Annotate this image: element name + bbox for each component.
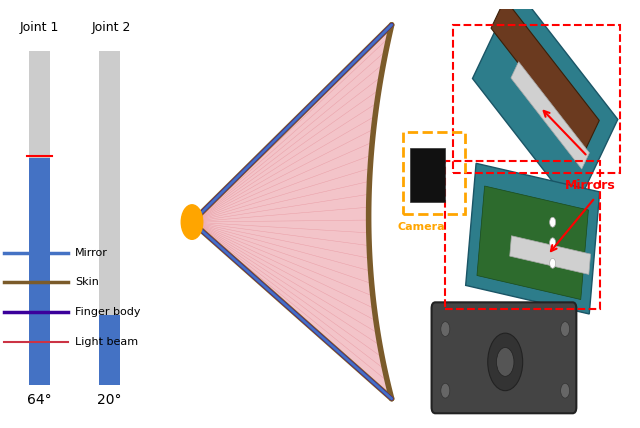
- Bar: [453, 25, 620, 173]
- Polygon shape: [466, 163, 600, 314]
- Circle shape: [497, 348, 514, 376]
- Circle shape: [441, 322, 450, 336]
- Text: Light beam: Light beam: [76, 337, 138, 348]
- Polygon shape: [511, 62, 589, 169]
- Bar: [29, 51, 50, 385]
- Text: Mirror: Mirror: [76, 247, 108, 258]
- Polygon shape: [491, 0, 599, 149]
- Text: Mirrors: Mirrors: [564, 179, 616, 192]
- Text: Joint 1: Joint 1: [20, 21, 59, 34]
- Circle shape: [561, 322, 570, 336]
- Text: 64°: 64°: [27, 392, 52, 407]
- Polygon shape: [509, 236, 591, 274]
- Text: Finger body: Finger body: [76, 307, 141, 318]
- Polygon shape: [477, 186, 588, 300]
- FancyBboxPatch shape: [431, 302, 577, 413]
- Bar: [403, 132, 465, 214]
- Circle shape: [441, 383, 450, 398]
- Bar: [99, 315, 120, 385]
- Circle shape: [488, 333, 523, 391]
- Polygon shape: [192, 25, 392, 399]
- Bar: [445, 160, 600, 309]
- Bar: [29, 158, 50, 385]
- Bar: [410, 148, 445, 202]
- Circle shape: [561, 383, 570, 398]
- Circle shape: [550, 238, 556, 248]
- Text: Skin: Skin: [76, 277, 99, 288]
- Bar: [99, 51, 120, 385]
- Circle shape: [181, 205, 203, 239]
- Text: Camera: Camera: [398, 222, 445, 232]
- Text: Joint 2: Joint 2: [92, 21, 131, 34]
- Text: 20°: 20°: [97, 392, 122, 407]
- Polygon shape: [472, 0, 618, 210]
- Circle shape: [550, 217, 556, 227]
- Circle shape: [550, 259, 556, 268]
